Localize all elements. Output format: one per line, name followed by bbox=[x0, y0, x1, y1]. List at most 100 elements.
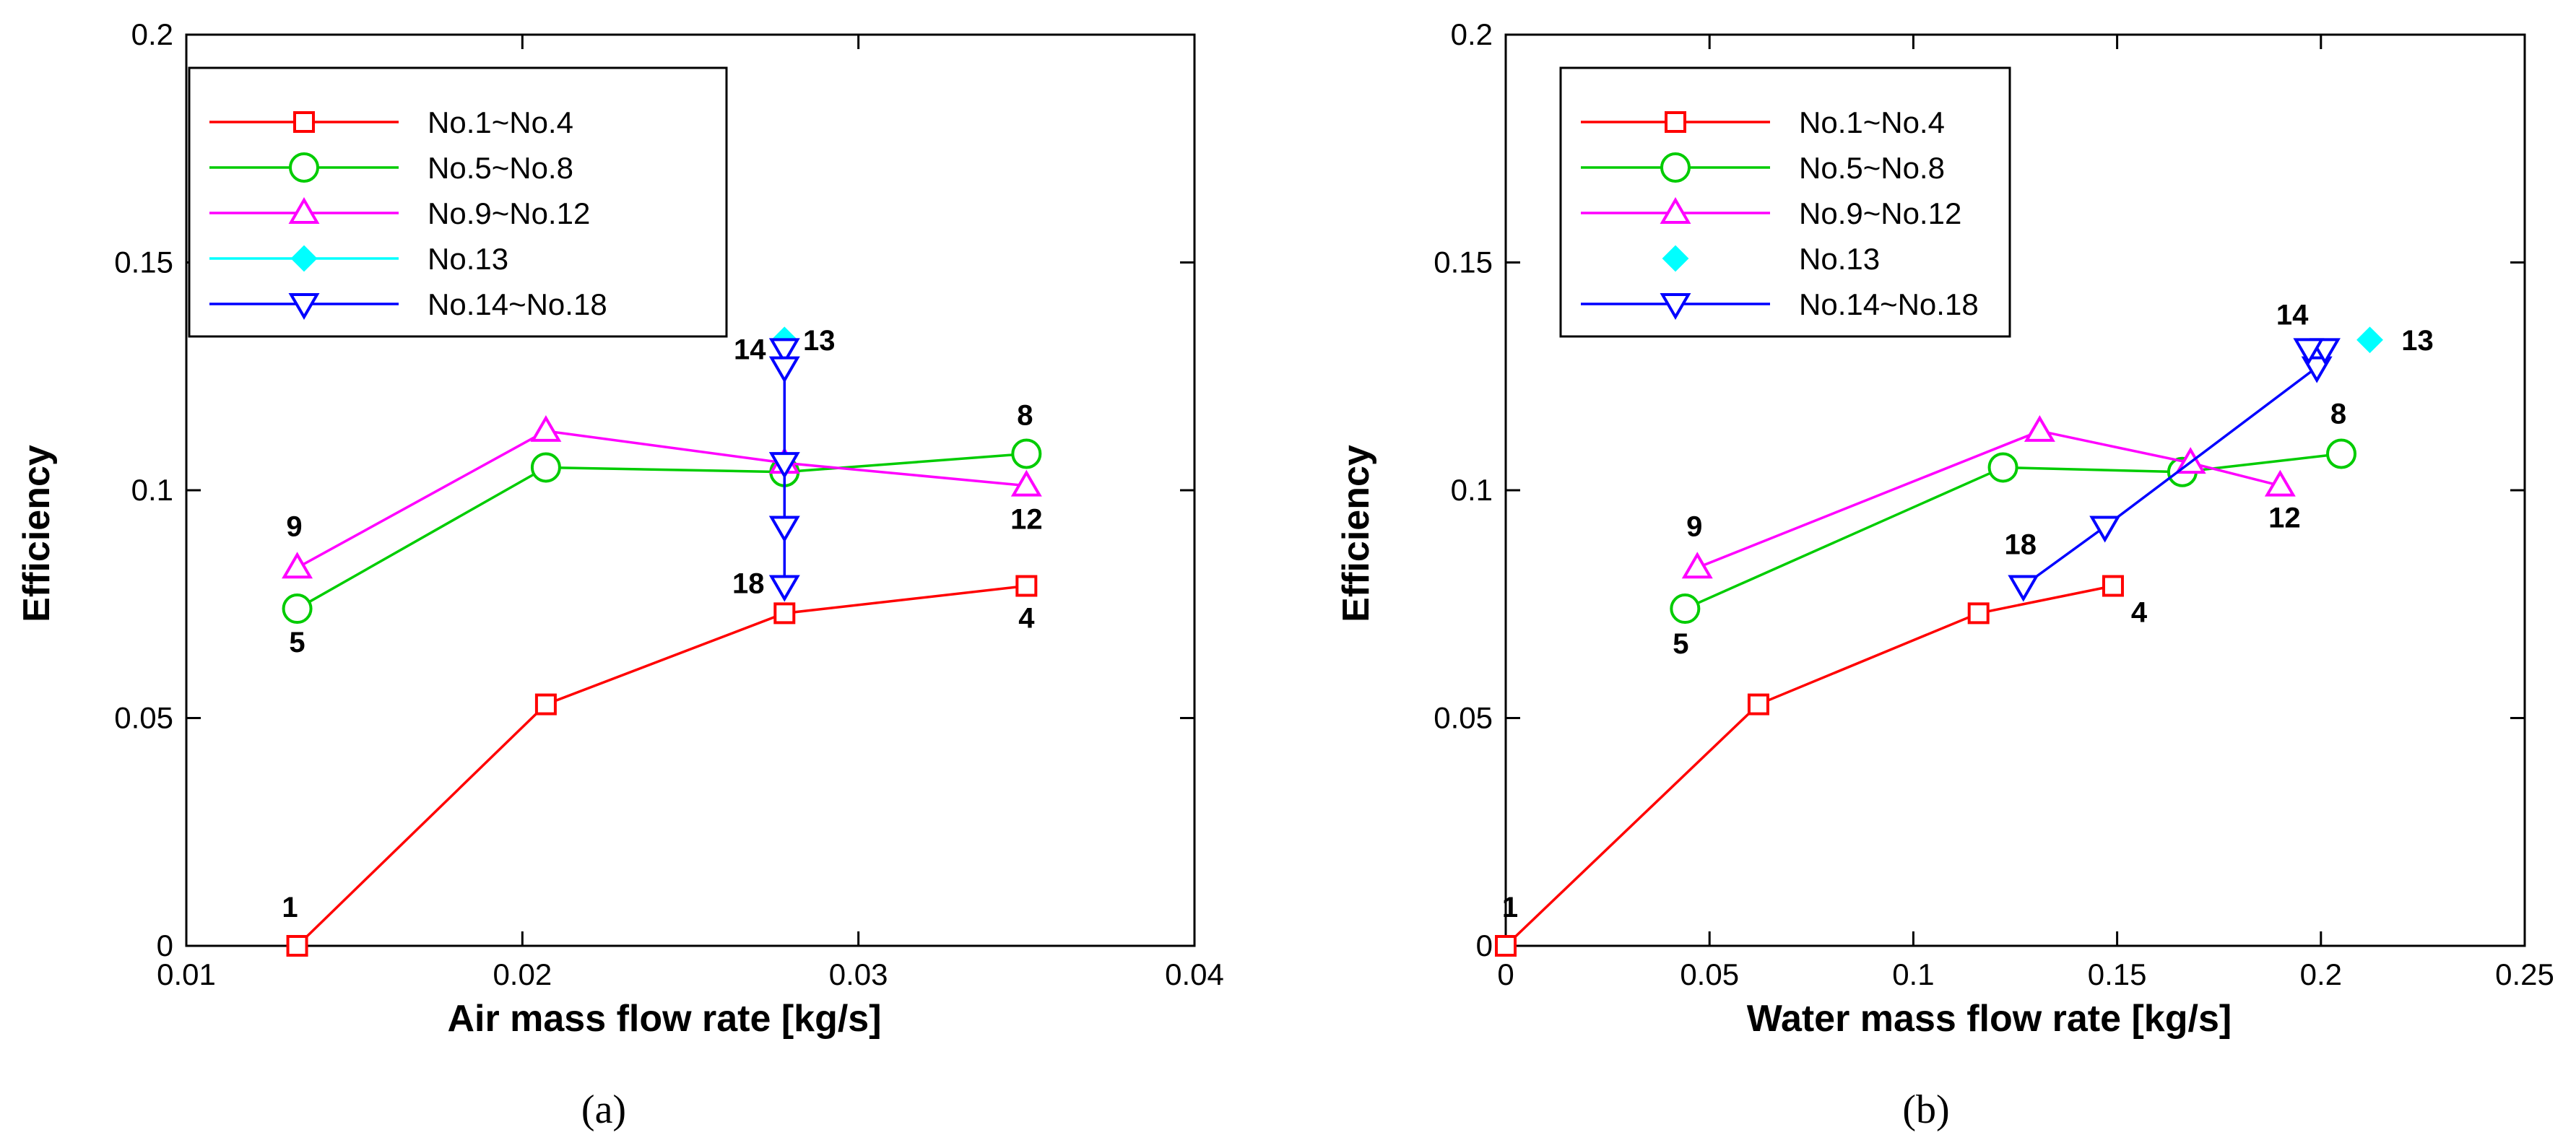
x-tick-label: 0 bbox=[1497, 957, 1514, 991]
data-point bbox=[1681, 552, 1713, 579]
point-label: 13 bbox=[2401, 325, 2434, 357]
data-point bbox=[2293, 338, 2325, 365]
y-axis-title: Efficiency bbox=[16, 445, 58, 622]
data-point bbox=[1987, 452, 2018, 483]
y-tick-label: 0.15 bbox=[114, 245, 173, 279]
y-tick-label: 0.2 bbox=[131, 17, 173, 51]
data-point bbox=[2356, 326, 2383, 354]
legend-item: No.13 bbox=[1662, 242, 1880, 276]
point-label: 8 bbox=[2330, 399, 2346, 430]
data-point bbox=[768, 575, 800, 602]
data-point bbox=[1747, 693, 1769, 716]
series-line bbox=[296, 584, 1027, 947]
series-3 bbox=[1681, 414, 2296, 579]
series-1 bbox=[286, 575, 1038, 957]
data-point bbox=[768, 356, 800, 383]
legend-marker bbox=[1662, 245, 1689, 272]
data-point bbox=[1967, 602, 1990, 625]
data-point bbox=[1015, 575, 1038, 597]
data-point bbox=[2264, 469, 2296, 497]
legend-marker bbox=[293, 111, 315, 133]
legend-marker bbox=[289, 152, 319, 183]
legend-marker bbox=[290, 245, 318, 272]
data-point bbox=[2089, 516, 2121, 543]
data-point bbox=[282, 593, 313, 625]
data-point bbox=[286, 935, 308, 957]
y-tick-label: 0.2 bbox=[1451, 17, 1493, 51]
x-tick-label: 0.15 bbox=[2088, 957, 2147, 991]
point-label: 5 bbox=[289, 627, 305, 658]
legend-label: No.9~No.12 bbox=[428, 196, 590, 230]
series-line bbox=[1696, 430, 2281, 569]
point-label: 5 bbox=[1673, 628, 1688, 660]
legend-item: No.13 bbox=[209, 242, 508, 276]
point-label: 12 bbox=[2268, 503, 2301, 534]
data-point bbox=[2102, 575, 2124, 597]
data-point bbox=[768, 516, 800, 543]
series-1 bbox=[1495, 575, 2124, 957]
legend-label: No.9~No.12 bbox=[1799, 196, 1961, 230]
legend-item: No.1~No.4 bbox=[209, 105, 573, 139]
x-tick-label: 0.2 bbox=[2300, 957, 2342, 991]
chart-panel-b: 0 0.05 0.1 0.15 0.2 0.25 0 0.05 0.1 0.15 0.2 Water … bbox=[1335, 17, 2554, 1132]
y-tick-label: 0 bbox=[157, 929, 173, 962]
legend-item: No.14~No.18 bbox=[1581, 287, 1979, 321]
legend-marker bbox=[1665, 111, 1686, 133]
legend-label: No.13 bbox=[428, 242, 508, 276]
data-point bbox=[1010, 469, 1042, 497]
x-axis-title: Air mass flow rate [kg/s] bbox=[447, 998, 881, 1040]
data-point bbox=[534, 693, 557, 716]
data-point bbox=[2326, 438, 2357, 469]
data-point bbox=[2024, 414, 2055, 442]
legend-item: No.14~No.18 bbox=[209, 287, 607, 321]
legend-label: No.1~No.4 bbox=[1799, 105, 1945, 139]
point-label: 18 bbox=[732, 568, 765, 600]
x-tick-label: 0.25 bbox=[2495, 957, 2554, 991]
point-label: 9 bbox=[1686, 510, 1702, 542]
y-tick-label: 0.1 bbox=[1451, 473, 1493, 507]
data-point bbox=[773, 602, 796, 625]
data-point bbox=[2008, 575, 2039, 602]
series-2 bbox=[282, 438, 1042, 625]
point-label: 13 bbox=[803, 325, 836, 357]
data-point bbox=[1495, 935, 1517, 957]
data-point bbox=[768, 338, 800, 365]
y-tick-label: 0.05 bbox=[1434, 701, 1493, 735]
legend-item: No.5~No.8 bbox=[209, 151, 573, 185]
x-tick-label: 0.05 bbox=[1680, 957, 1739, 991]
legend-marker bbox=[288, 293, 320, 320]
y-axis-title: Efficiency bbox=[1335, 445, 1377, 622]
x-tick-label: 0.02 bbox=[493, 957, 552, 991]
legend-label: No.5~No.8 bbox=[1799, 151, 1945, 185]
x-tick-label: 0.01 bbox=[157, 957, 216, 991]
legend-item: No.5~No.8 bbox=[1581, 151, 1945, 185]
y-tick-label: 0.1 bbox=[131, 473, 173, 507]
chart-panel-a: 0.01 0.02 0.03 0.04 0 0.05 0.1 0.15 0.2 Air mass … bbox=[16, 17, 1224, 1132]
data-point bbox=[530, 452, 561, 483]
data-point bbox=[768, 452, 800, 479]
legend-label: No.14~No.18 bbox=[1799, 287, 1979, 321]
legend: No.1~No.4 No.5~No.8 No.9~No.12 No.13 No.14~N… bbox=[188, 66, 728, 338]
series-line bbox=[1504, 584, 2114, 947]
data-point bbox=[1011, 438, 1042, 469]
x-tick-label: 0.04 bbox=[1165, 957, 1224, 991]
legend-marker bbox=[1660, 197, 1691, 224]
y-tick-label: 0.05 bbox=[114, 701, 173, 735]
data-point bbox=[2301, 356, 2333, 383]
x-tick-label: 0.1 bbox=[1892, 957, 1934, 991]
point-label: 4 bbox=[1018, 603, 1035, 635]
y-tick-label: 0.15 bbox=[1434, 245, 1493, 279]
series-3 bbox=[282, 414, 1042, 579]
point-label: 14 bbox=[2276, 299, 2309, 331]
x-tick-label: 0.03 bbox=[829, 957, 888, 991]
legend-item: No.9~No.12 bbox=[209, 196, 590, 230]
data-point bbox=[282, 552, 313, 579]
legend-marker bbox=[1660, 293, 1691, 320]
legend-label: No.13 bbox=[1799, 242, 1880, 276]
point-label: 12 bbox=[1010, 504, 1043, 536]
series-4 bbox=[2356, 326, 2383, 354]
legend: No.1~No.4 No.5~No.8 No.9~No.12 No.13 No.14~N… bbox=[1559, 66, 2011, 338]
legend-label: No.5~No.8 bbox=[428, 151, 573, 185]
x-axis-title: Water mass flow rate [kg/s] bbox=[1747, 998, 2232, 1040]
